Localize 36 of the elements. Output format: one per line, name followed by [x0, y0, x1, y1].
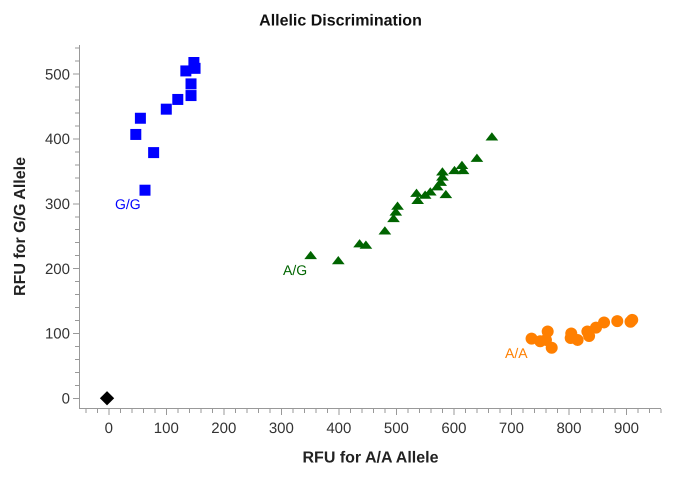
y-tick-label: 300: [44, 196, 70, 214]
y-tick-label: 400: [44, 131, 70, 148]
x-tick-label: 700: [498, 420, 524, 437]
x-axis-title: RFU for A/A Allele: [302, 450, 439, 467]
point: [186, 90, 197, 102]
x-tick-label: 200: [211, 420, 236, 437]
x-tick-label: 100: [154, 420, 179, 437]
series-label: A/A: [505, 345, 528, 361]
y-tick-label: 200: [44, 260, 70, 278]
point: [160, 104, 172, 115]
y-tick-label: 100: [44, 326, 70, 343]
point: [148, 147, 160, 158]
point: [140, 184, 150, 196]
point: [130, 128, 142, 140]
series-label: G/G: [115, 196, 141, 212]
y-axis-title: RFU for G/G Allele: [12, 156, 29, 296]
x-tick-label: 400: [326, 420, 352, 437]
x-tick-label: 600: [441, 420, 466, 437]
chart-title: Allelic Discrimination: [259, 12, 422, 30]
x-tick-label: 0: [104, 420, 113, 437]
point: [134, 112, 146, 124]
y-tick-label: 0: [62, 390, 70, 408]
x-tick-label: 900: [614, 420, 640, 437]
point: [546, 342, 558, 354]
point: [611, 315, 624, 328]
point: [180, 65, 192, 76]
point: [598, 316, 610, 328]
y-tick-label: 500: [44, 66, 70, 84]
point: [100, 391, 114, 406]
x-tick-label: 800: [556, 420, 582, 437]
point: [186, 78, 197, 90]
point: [172, 94, 184, 105]
point: [572, 334, 584, 346]
series-label: A/G: [283, 262, 308, 278]
x-tick-label: 500: [384, 420, 409, 437]
x-tick-label: 300: [268, 420, 294, 437]
